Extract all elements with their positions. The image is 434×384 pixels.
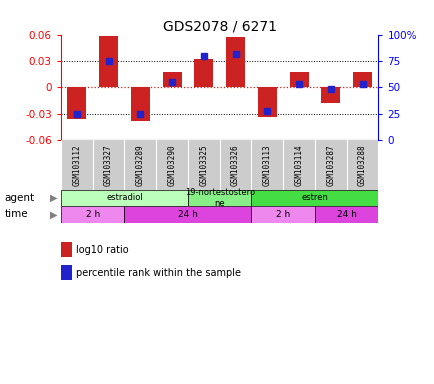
Text: 24 h: 24 h xyxy=(336,210,356,219)
Bar xyxy=(61,140,92,190)
Bar xyxy=(226,37,244,88)
Text: GSM103289: GSM103289 xyxy=(135,144,145,186)
Text: GSM103288: GSM103288 xyxy=(357,144,366,186)
Bar xyxy=(257,88,276,117)
Bar xyxy=(162,71,181,88)
Text: GSM103113: GSM103113 xyxy=(262,144,271,186)
Text: percentile rank within the sample: percentile rank within the sample xyxy=(76,268,240,278)
Text: estren: estren xyxy=(301,194,328,202)
Bar xyxy=(321,88,339,103)
Text: 24 h: 24 h xyxy=(178,210,197,219)
Text: 2 h: 2 h xyxy=(276,210,289,219)
Text: GSM103290: GSM103290 xyxy=(167,144,176,186)
Text: GSM103287: GSM103287 xyxy=(326,144,335,186)
Bar xyxy=(289,73,308,88)
Bar xyxy=(283,140,314,190)
Text: agent: agent xyxy=(4,193,34,203)
Text: time: time xyxy=(4,209,28,220)
Bar xyxy=(194,59,213,88)
Bar xyxy=(131,88,149,121)
Bar xyxy=(251,190,378,206)
Bar xyxy=(61,206,124,223)
Text: GSM103326: GSM103326 xyxy=(230,144,240,186)
Text: ▶: ▶ xyxy=(50,193,57,203)
Text: log10 ratio: log10 ratio xyxy=(76,245,128,255)
Bar xyxy=(156,140,187,190)
Bar xyxy=(251,206,314,223)
Bar xyxy=(251,140,283,190)
Bar xyxy=(314,206,378,223)
Title: GDS2078 / 6271: GDS2078 / 6271 xyxy=(162,20,276,33)
Text: 19-nortestostero
ne: 19-nortestostero ne xyxy=(184,188,254,208)
Text: GSM103325: GSM103325 xyxy=(199,144,208,186)
Bar xyxy=(187,190,251,206)
Bar xyxy=(124,206,251,223)
Text: GSM103327: GSM103327 xyxy=(104,144,113,186)
Bar xyxy=(99,36,118,88)
Text: GSM103114: GSM103114 xyxy=(294,144,303,186)
Text: estradiol: estradiol xyxy=(106,194,142,202)
Bar xyxy=(124,140,156,190)
Text: GSM103112: GSM103112 xyxy=(72,144,81,186)
Bar xyxy=(67,88,86,119)
Bar xyxy=(346,140,378,190)
Bar xyxy=(187,140,219,190)
Text: 2 h: 2 h xyxy=(85,210,99,219)
Text: ▶: ▶ xyxy=(50,209,57,220)
Bar xyxy=(314,140,346,190)
Bar xyxy=(352,73,371,88)
Bar xyxy=(61,190,187,206)
Bar xyxy=(92,140,124,190)
Bar xyxy=(219,140,251,190)
